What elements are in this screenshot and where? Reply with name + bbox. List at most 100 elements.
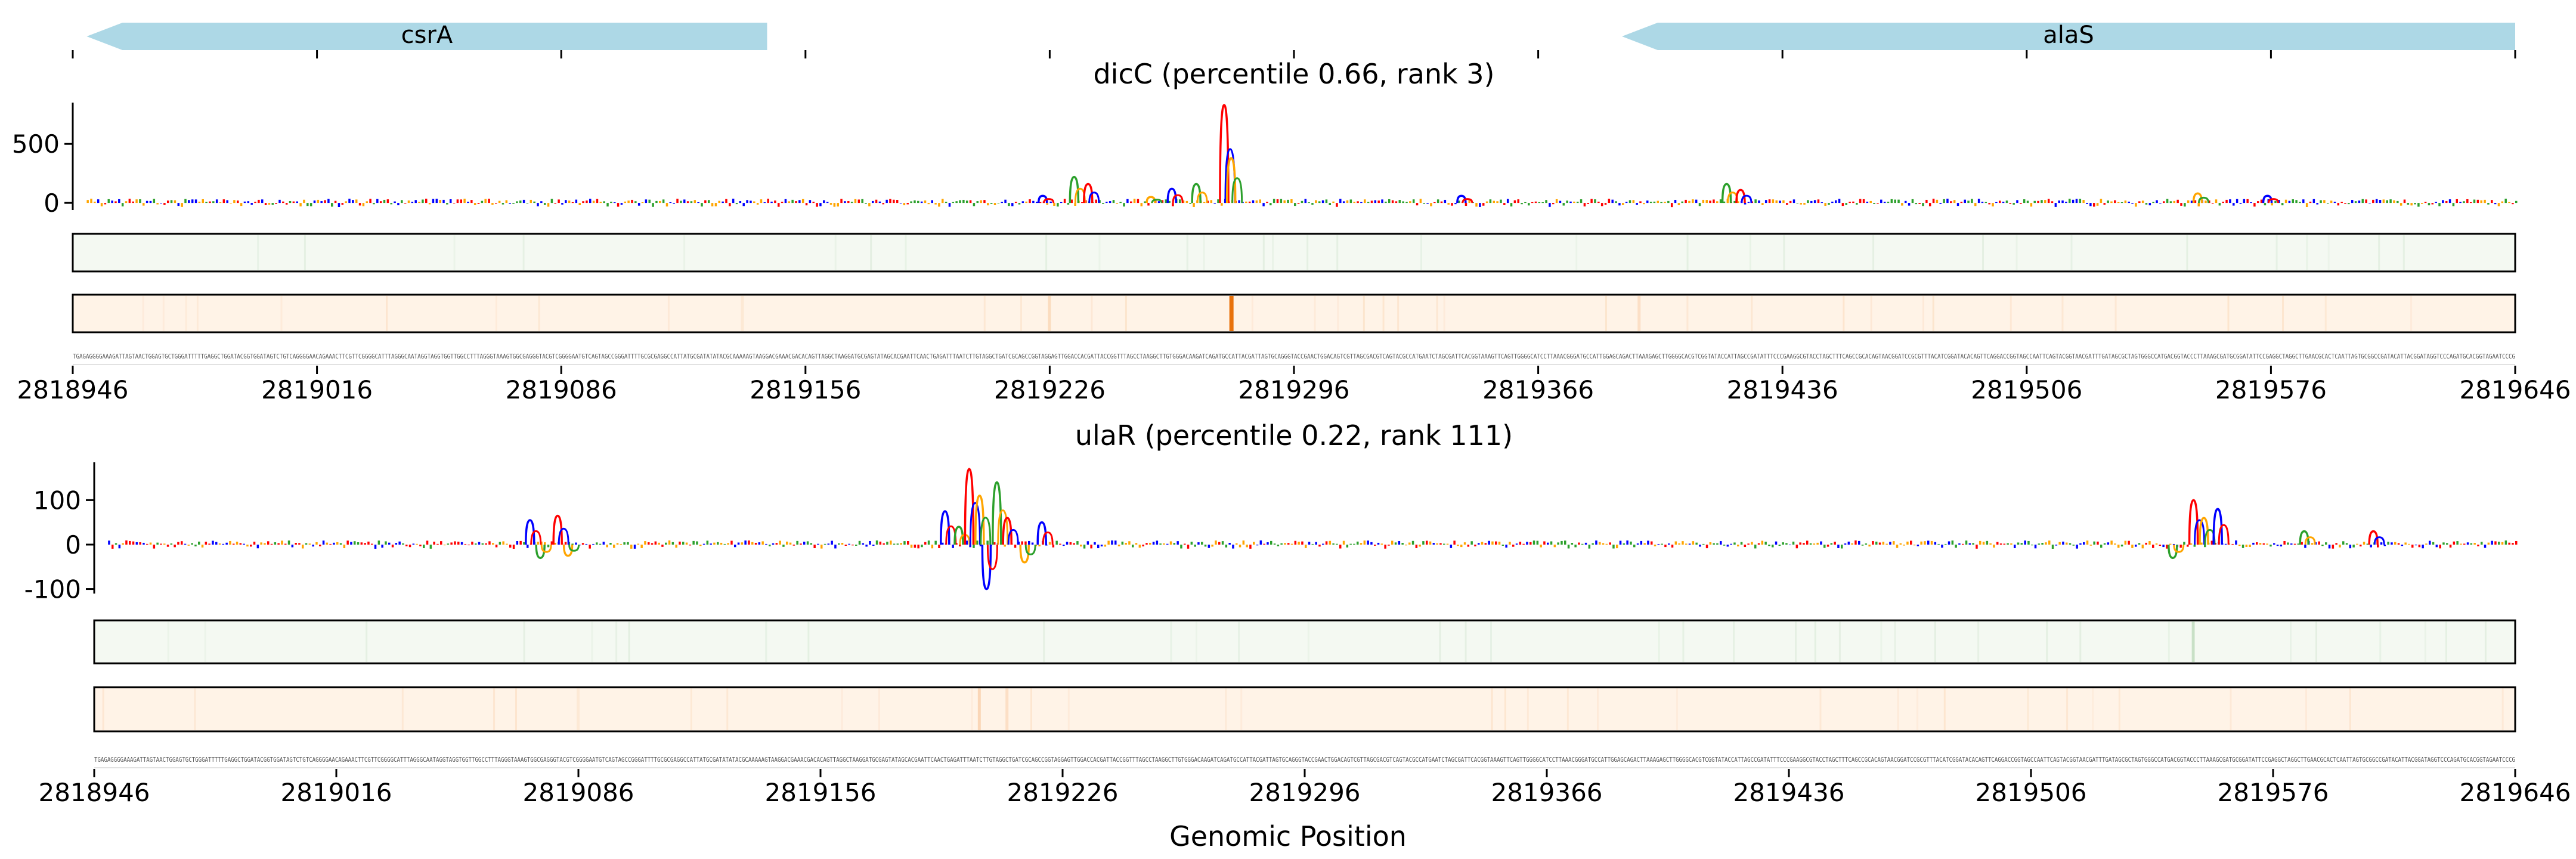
logo-noise-mark [714, 203, 717, 206]
logo-noise-mark [1500, 199, 1502, 203]
logo-noise-mark [582, 201, 584, 203]
logo-noise-mark [1405, 202, 1408, 203]
logo-noise-mark [1534, 201, 1537, 203]
logo-noise-mark [1984, 202, 1987, 203]
logo-noise-mark [1094, 542, 1096, 545]
panel-title-dicC: dicC (percentile 0.66, rank 3) [1093, 58, 1494, 90]
x-tick-label: 2819506 [1971, 375, 2082, 404]
logo-noise-mark [402, 543, 404, 545]
logo-noise-mark [627, 200, 630, 203]
logo-noise-mark [412, 543, 415, 545]
logo-noise-mark [910, 544, 913, 548]
x-tick-label: 2819646 [2459, 375, 2571, 404]
logo-noise-mark [439, 200, 441, 203]
panel-title-ulaR: ulaR (percentile 0.22, rank 111) [1075, 419, 1513, 452]
logo-noise-mark [976, 540, 979, 545]
logo-noise-mark [1429, 541, 1432, 545]
logo-noise-mark [942, 542, 944, 545]
logo-noise-mark [1550, 541, 1553, 545]
logo-noise-mark [602, 542, 605, 545]
heatmap-orange-texture [726, 688, 729, 730]
logo-noise-mark [446, 203, 448, 205]
logo-noise-mark [1962, 543, 1964, 545]
logo-noise-mark [1512, 544, 1515, 547]
heatmap-green-texture [2379, 622, 2382, 662]
logo-noise-mark [1246, 544, 1248, 548]
heatmap-orange-texture [667, 296, 670, 331]
x-tick-label: 2819016 [261, 375, 373, 404]
logo-noise-mark [2432, 542, 2435, 545]
logo-noise-mark [1262, 203, 1265, 206]
logo-noise-mark [385, 541, 387, 545]
logo-noise-mark [2463, 201, 2465, 203]
logo-peak-secondary [1151, 199, 1163, 203]
logo-noise-mark [2435, 202, 2437, 203]
logo-noise-mark [505, 200, 508, 203]
logo-noise-mark [1446, 543, 1449, 545]
logo-noise-mark [366, 201, 369, 203]
logo-noise-mark [711, 203, 714, 207]
panel-dicC-sequence-axis: TGAGAGGGGAAAGATTAGTAACTGGAGTGCTGGGATTTTT… [17, 353, 2571, 404]
logo-noise-mark [599, 202, 602, 203]
logo-noise-mark [2205, 200, 2207, 203]
logo-noise-mark [1910, 540, 1912, 545]
logo-noise-mark [2501, 542, 2504, 545]
logo-noise-mark [1674, 541, 1677, 545]
logo-noise-mark [2253, 203, 2256, 207]
logo-noise-mark [1137, 199, 1140, 203]
logo-noise-mark [229, 540, 231, 545]
logo-noise-mark [1885, 543, 1888, 545]
logo-noise-mark [2459, 202, 2462, 203]
logo-noise-mark [198, 201, 201, 203]
heatmap-green-texture [1420, 235, 1423, 270]
logo-noise-mark [1280, 543, 1283, 545]
logo-noise-mark [212, 540, 214, 545]
logo-noise-mark [1168, 200, 1171, 203]
heatmap-green-texture [1186, 235, 1188, 270]
logo-noise-mark [1506, 199, 1509, 203]
logo-noise-mark [2418, 544, 2421, 548]
y-tick-label: -100 [24, 575, 81, 604]
logo-noise-mark [1880, 199, 1883, 203]
x-tick-label: 2818946 [17, 375, 128, 404]
logo-noise-mark [1668, 543, 1670, 545]
logo-noise-mark [1503, 203, 1506, 205]
logo-noise-mark [812, 202, 815, 203]
logo-noise-mark [1318, 544, 1321, 547]
logo-noise-mark [690, 201, 693, 203]
logo-noise-mark [2372, 199, 2374, 203]
logo-noise-mark [2041, 543, 2044, 545]
logo-noise-mark [395, 543, 398, 545]
logo-noise-mark [2325, 542, 2327, 545]
logo-noise-mark [840, 199, 843, 203]
logo-noise-mark [371, 543, 373, 545]
logo-noise-mark [407, 200, 410, 203]
logo-noise-mark [1803, 543, 1805, 545]
heatmap-green-texture [1098, 235, 1101, 270]
logo-noise-mark [1346, 544, 1349, 548]
heatmap-orange-texture [1943, 688, 1946, 730]
logo-noise-mark [2054, 203, 2057, 207]
logo-noise-mark [2027, 540, 2030, 545]
logo-noise-mark [1630, 541, 1632, 545]
heatmap-orange-texture [2061, 296, 2064, 331]
x-tick-label: 2819576 [2217, 778, 2329, 807]
logo-noise-mark [1193, 203, 1195, 207]
logo-noise-mark [205, 542, 208, 545]
logo-noise-mark [250, 544, 252, 547]
logo-noise-mark [2311, 543, 2314, 545]
logo-noise-mark [1838, 199, 1841, 203]
logo-noise-mark [523, 542, 525, 545]
heatmap-orange-texture [1436, 296, 1438, 331]
logo-noise-mark [2017, 542, 2020, 545]
sequence-text: TGAGAGGGGAAAGATTAGTAACTGGAGTGCTGGGATTTTT… [73, 353, 2515, 360]
logo-noise-mark [261, 199, 264, 203]
logo-noise-mark [145, 200, 148, 203]
logo-noise-mark [2107, 200, 2109, 203]
logo-noise-mark [1491, 541, 1494, 545]
logo-noise-mark [163, 543, 166, 545]
logo-noise-mark [592, 543, 595, 545]
logo-noise-mark [2030, 203, 2033, 207]
logo-noise-mark [2375, 199, 2378, 203]
logo-noise-mark [1391, 200, 1394, 203]
